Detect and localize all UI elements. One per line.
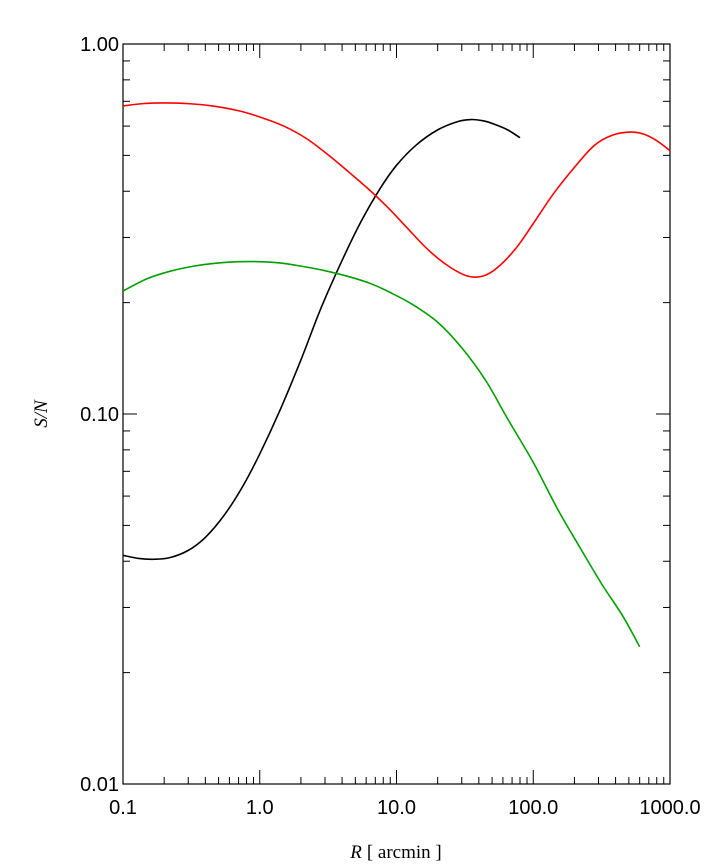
x-tick-label: 100.0 [508,797,558,819]
x-tick-label: 1.0 [246,797,274,819]
y-tick-label: 1.00 [80,34,119,56]
x-tick-label: 1000.0 [639,797,700,819]
x-tick-label: 10.0 [377,797,416,819]
y-tick-label: 0.10 [80,404,119,426]
x-axis-label-var: R [349,842,362,863]
series-black-line [122,118,521,561]
axes-frame [122,43,671,785]
series-red-line [122,102,671,278]
axis-ticks [122,44,670,785]
y-axis-label: S/N [31,399,52,428]
x-axis-label: R[ arcmin ] [349,842,442,863]
x-tick-label: 0.1 [109,797,137,819]
plot-border [122,43,671,785]
axis-tick-labels: 0.1 1.0 10.0 100.0 1000.0 0.01 0.10 1.00 [80,34,701,819]
y-tick-label: 0.01 [80,774,119,796]
x-axis-label-unit: [ arcmin ] [367,842,442,863]
series-green-line [122,260,641,648]
series-layer [122,102,671,648]
